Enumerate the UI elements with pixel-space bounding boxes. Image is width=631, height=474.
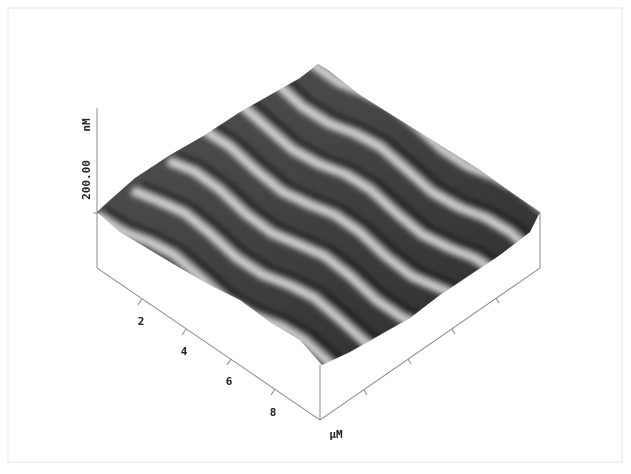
x-tick-label: 8 xyxy=(270,406,277,419)
x-unit: µM xyxy=(329,428,343,441)
z-max-label: 200.00 xyxy=(80,160,93,200)
ridge xyxy=(464,0,631,120)
x-tick-label: 2 xyxy=(138,315,145,328)
z-unit: nM xyxy=(80,118,93,132)
ridge xyxy=(420,0,631,150)
ridge xyxy=(456,0,631,125)
x-tick-label: 6 xyxy=(226,375,233,388)
afm-image: nM 200.00 2 4 6 8 µM xyxy=(0,0,631,474)
x-tick-label: 4 xyxy=(181,345,188,358)
surface xyxy=(60,0,631,408)
ridge xyxy=(500,0,631,99)
ridge xyxy=(536,0,631,80)
ridge xyxy=(428,0,631,145)
ridge xyxy=(492,0,631,104)
page: nM 200.00 2 4 6 8 µM (() => { const data… xyxy=(0,0,631,474)
ridge xyxy=(528,0,631,85)
